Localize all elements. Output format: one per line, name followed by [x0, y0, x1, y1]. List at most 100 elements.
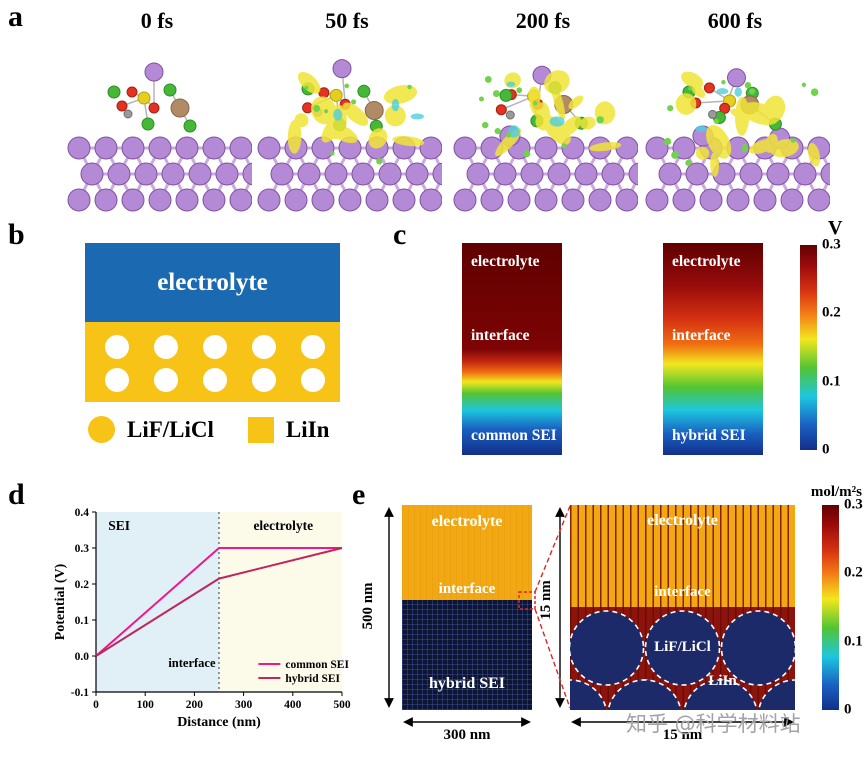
frame-time-1: 50 fs: [325, 8, 369, 33]
region-electrolyte: [219, 512, 342, 692]
electrolyte-molecule-atoms: [107, 62, 197, 133]
series-common SEI: [95, 547, 342, 657]
colorbar-tick: 0.3: [822, 236, 841, 253]
frame-time-0: 0 fs: [140, 8, 174, 33]
potential-map-hybrid-sei: electrolyte interface hybrid SEI: [663, 243, 763, 455]
frame-time-3: 600 fs: [707, 8, 763, 33]
e-left-electrolyte-region: [402, 505, 532, 600]
e-left-sei-region: [402, 600, 532, 710]
scattered-f-atoms: [479, 75, 604, 158]
svg-text:Distance (nm): Distance (nm): [177, 715, 261, 730]
negative-isosurface: [333, 98, 424, 121]
colorbar-tick: 0.2: [844, 564, 863, 581]
dim-300nm: 300 nm: [443, 727, 491, 743]
watermark: 知乎 @科学材料站: [626, 712, 801, 736]
md-snapshot-0fs: [67, 62, 252, 212]
electrolyte-block: electrolyte: [85, 243, 340, 322]
potential-colorbar: [800, 245, 817, 450]
e-right-electrolyte-region: [570, 505, 795, 607]
md-snapshot-600fs: [645, 68, 830, 212]
sei-particle: [105, 368, 129, 392]
lif-licl-particles: [570, 610, 795, 710]
e-right-matrix-label: LiIn: [708, 673, 737, 689]
panel-b-legend: LiF/LiCl LiIn: [88, 416, 329, 443]
lif-licl-label: LiF/LiCl: [127, 416, 214, 442]
sei-block: [85, 322, 340, 402]
svg-text:0.2: 0.2: [75, 579, 90, 591]
panel-c-label: c: [393, 218, 407, 251]
svg-text:200: 200: [186, 699, 204, 711]
svg-text:0.4: 0.4: [75, 507, 90, 519]
svg-text:interface: interface: [168, 656, 216, 670]
sei-particle: [301, 335, 325, 359]
svg-text:0.0: 0.0: [75, 651, 90, 663]
svg-text:SEI: SEI: [108, 518, 130, 533]
flux-colorbar-ticks: 0.3 0.2 0.1 0: [844, 497, 865, 718]
scattered-f-atoms: [304, 83, 412, 165]
svg-text:0.1: 0.1: [75, 615, 90, 627]
colorbar-tick: 0.3: [844, 496, 863, 513]
svg-text:0.3: 0.3: [75, 543, 90, 555]
colorbar-tick: 0: [844, 701, 852, 718]
potential-distance-chart: -0.1 0.0 0.1 0.2 0.3 0.4 0 100 200 300 400 500 SEI el…: [53, 507, 351, 730]
sei-particle: [154, 335, 178, 359]
flux-colorbar-title: mol/m²s: [810, 484, 862, 500]
zoomed-domain: electrolyte interface LiF/LiCl LiIn: [570, 505, 795, 710]
e-left-sei-label: hybrid SEI: [428, 675, 506, 692]
liin-label: LiIn: [285, 416, 330, 442]
svg-text:-0.1: -0.1: [71, 687, 89, 699]
sei-particle: [105, 335, 129, 359]
electrolyte-block-label: electrolyte: [157, 268, 268, 296]
md-snapshot-50fs: [257, 59, 442, 212]
flux-colorbar: [822, 505, 839, 710]
map-electrolyte-label: electrolyte: [471, 253, 540, 270]
dim-15nm-horizontal: 15 nm: [662, 727, 703, 743]
series-hybrid SEI: [95, 547, 343, 657]
charge-density-isosurface: [287, 71, 425, 154]
charge-density-isosurface: [495, 70, 622, 157]
potential-map-common-sei: electrolyte interface common SEI: [462, 243, 562, 455]
svg-text:0: 0: [93, 699, 99, 711]
sei-particle: [252, 335, 276, 359]
md-snapshot-200fs: [453, 65, 638, 212]
potential-colorbar-title: V: [828, 217, 843, 239]
svg-text:500: 500: [333, 699, 351, 711]
map-interface-label: interface: [471, 327, 530, 344]
sei-particle: [301, 368, 325, 392]
colorbar-tick: 0.2: [822, 304, 841, 321]
negative-isosurface: [695, 87, 742, 132]
sei-particle: [203, 335, 227, 359]
map-sei-label: common SEI: [471, 427, 557, 444]
svg-text:Potential (V): Potential (V): [53, 563, 68, 640]
panel-d-label: d: [8, 478, 25, 511]
map-sei-label: hybrid SEI: [672, 427, 746, 444]
scattered-f-atoms: [663, 79, 819, 167]
colorbar-tick: 0.1: [822, 373, 841, 390]
li-substrate-atoms: [453, 136, 638, 212]
lif-licl-swatch: [88, 416, 115, 443]
e-right-electrolyte-label: electrolyte: [647, 512, 718, 529]
svg-text:400: 400: [284, 699, 302, 711]
svg-text:electrolyte: electrolyte: [253, 518, 313, 533]
svg-text:300: 300: [235, 699, 253, 711]
panel-a-label: a: [8, 0, 23, 33]
e-left-electrolyte-label: electrolyte: [431, 513, 503, 530]
e-left-interface-label: interface: [438, 581, 496, 597]
colorbar-tick: 0: [822, 441, 830, 458]
e-right-interface-label: interface: [654, 584, 711, 600]
simulation-domain: electrolyte interface hybrid SEI: [402, 505, 532, 710]
sei-particle: [154, 368, 178, 392]
svg-text:common SEI: common SEI: [285, 659, 349, 671]
frame-time-2: 200 fs: [515, 8, 571, 33]
particle-layout: [570, 610, 795, 710]
sei-particle: [203, 368, 227, 392]
potential-colorbar-ticks: 0.3 0.2 0.1 0: [822, 237, 856, 458]
dim-15nm-vertical: 15 nm: [538, 580, 554, 620]
panel-b-label: b: [8, 218, 25, 251]
map-electrolyte-label: electrolyte: [672, 253, 741, 270]
map-interface-label: interface: [672, 327, 731, 344]
dim-500nm: 500 nm: [360, 582, 376, 630]
sei-particle: [252, 368, 276, 392]
li-substrate-atoms: [67, 136, 252, 212]
